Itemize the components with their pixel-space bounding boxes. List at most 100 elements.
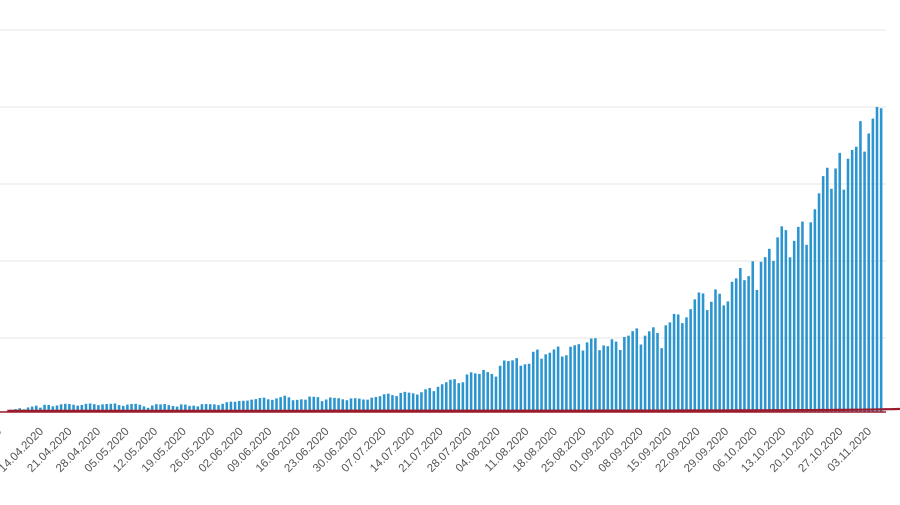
bar-203 [847,159,850,412]
x-axis-tick-labels: 08.04.202014.04.202021.04.202028.04.2020… [0,426,874,475]
bar-67 [283,396,286,412]
bar-150 [627,336,630,412]
bar-208 [867,133,870,412]
bar-200 [834,168,837,412]
bar-196 [818,193,821,412]
bar-158 [660,348,663,412]
bar-193 [805,245,808,412]
bar-103 [433,391,436,412]
bar-93 [391,395,394,412]
bar-209 [872,119,875,412]
bar-120 [503,361,506,413]
bar-165 [689,309,692,412]
bar-210 [876,107,879,412]
bar-73 [308,397,311,412]
bar-108 [453,379,456,412]
bar-141 [590,339,593,412]
bar-186 [776,237,779,412]
bar-140 [586,342,589,412]
bar-164 [685,317,688,412]
bar-113 [474,373,477,412]
bar-94 [395,396,398,412]
bar-167 [698,293,701,413]
bar-115 [482,370,485,412]
bar-155 [648,331,651,412]
bar-95 [399,393,402,412]
bar-156 [652,327,655,412]
bar-163 [681,323,684,412]
bar-187 [780,226,783,412]
bar-168 [702,293,705,412]
bar-91 [383,394,386,412]
bar-185 [772,261,775,412]
bar-176 [735,278,738,412]
bar-100 [420,392,423,412]
bar-129 [540,359,543,412]
bar-147 [615,342,618,412]
bar-133 [557,347,560,412]
bar-211 [880,108,883,412]
bar-149 [623,337,626,412]
bar-192 [801,222,804,412]
bar-136 [569,347,572,412]
bar-189 [789,257,792,412]
bar-207 [863,152,866,412]
bar-98 [412,393,415,412]
bar-130 [544,354,547,412]
bar-178 [743,280,746,412]
bar-204 [851,150,854,412]
bar-111 [466,374,469,412]
bar-166 [693,299,696,412]
bar-112 [470,372,473,412]
bar-182 [760,262,763,412]
bar-177 [739,268,742,412]
bar-199 [830,189,833,412]
bar-126 [528,364,531,412]
bar-174 [727,301,730,412]
bar-122 [511,360,514,412]
bar-171 [714,289,717,412]
bar-124 [520,366,523,412]
bar-99 [416,395,419,412]
bar-157 [656,333,659,412]
bar-162 [677,314,680,412]
bar-125 [524,364,527,412]
bar-146 [611,339,614,412]
bar-191 [797,227,800,412]
bar-170 [710,302,713,412]
bar-179 [747,276,750,412]
bar-201 [838,153,841,412]
bar-205 [855,147,858,412]
bar-90 [379,396,382,412]
bar-series [6,107,882,412]
bar-144 [602,345,605,412]
bar-118 [495,377,498,412]
bar-183 [764,257,767,412]
bar-161 [673,314,676,412]
bar-138 [578,344,581,412]
bar-123 [515,358,518,412]
bar-139 [582,351,585,412]
bar-175 [731,282,734,412]
bar-206 [859,121,862,412]
bar-137 [573,345,576,412]
bar-116 [486,372,489,412]
bar-195 [814,209,817,412]
bar-109 [457,383,460,412]
bar-153 [640,345,643,412]
bar-143 [598,350,601,412]
bar-160 [669,322,672,412]
bar-169 [706,310,709,412]
bar-127 [532,352,535,412]
bar-134 [561,357,564,412]
bar-128 [536,350,539,412]
bar-97 [408,393,411,412]
bar-202 [843,190,846,412]
bar-105 [441,384,444,412]
bar-117 [491,374,494,412]
bar-121 [507,361,510,412]
bar-180 [751,261,754,412]
bar-114 [478,374,481,412]
